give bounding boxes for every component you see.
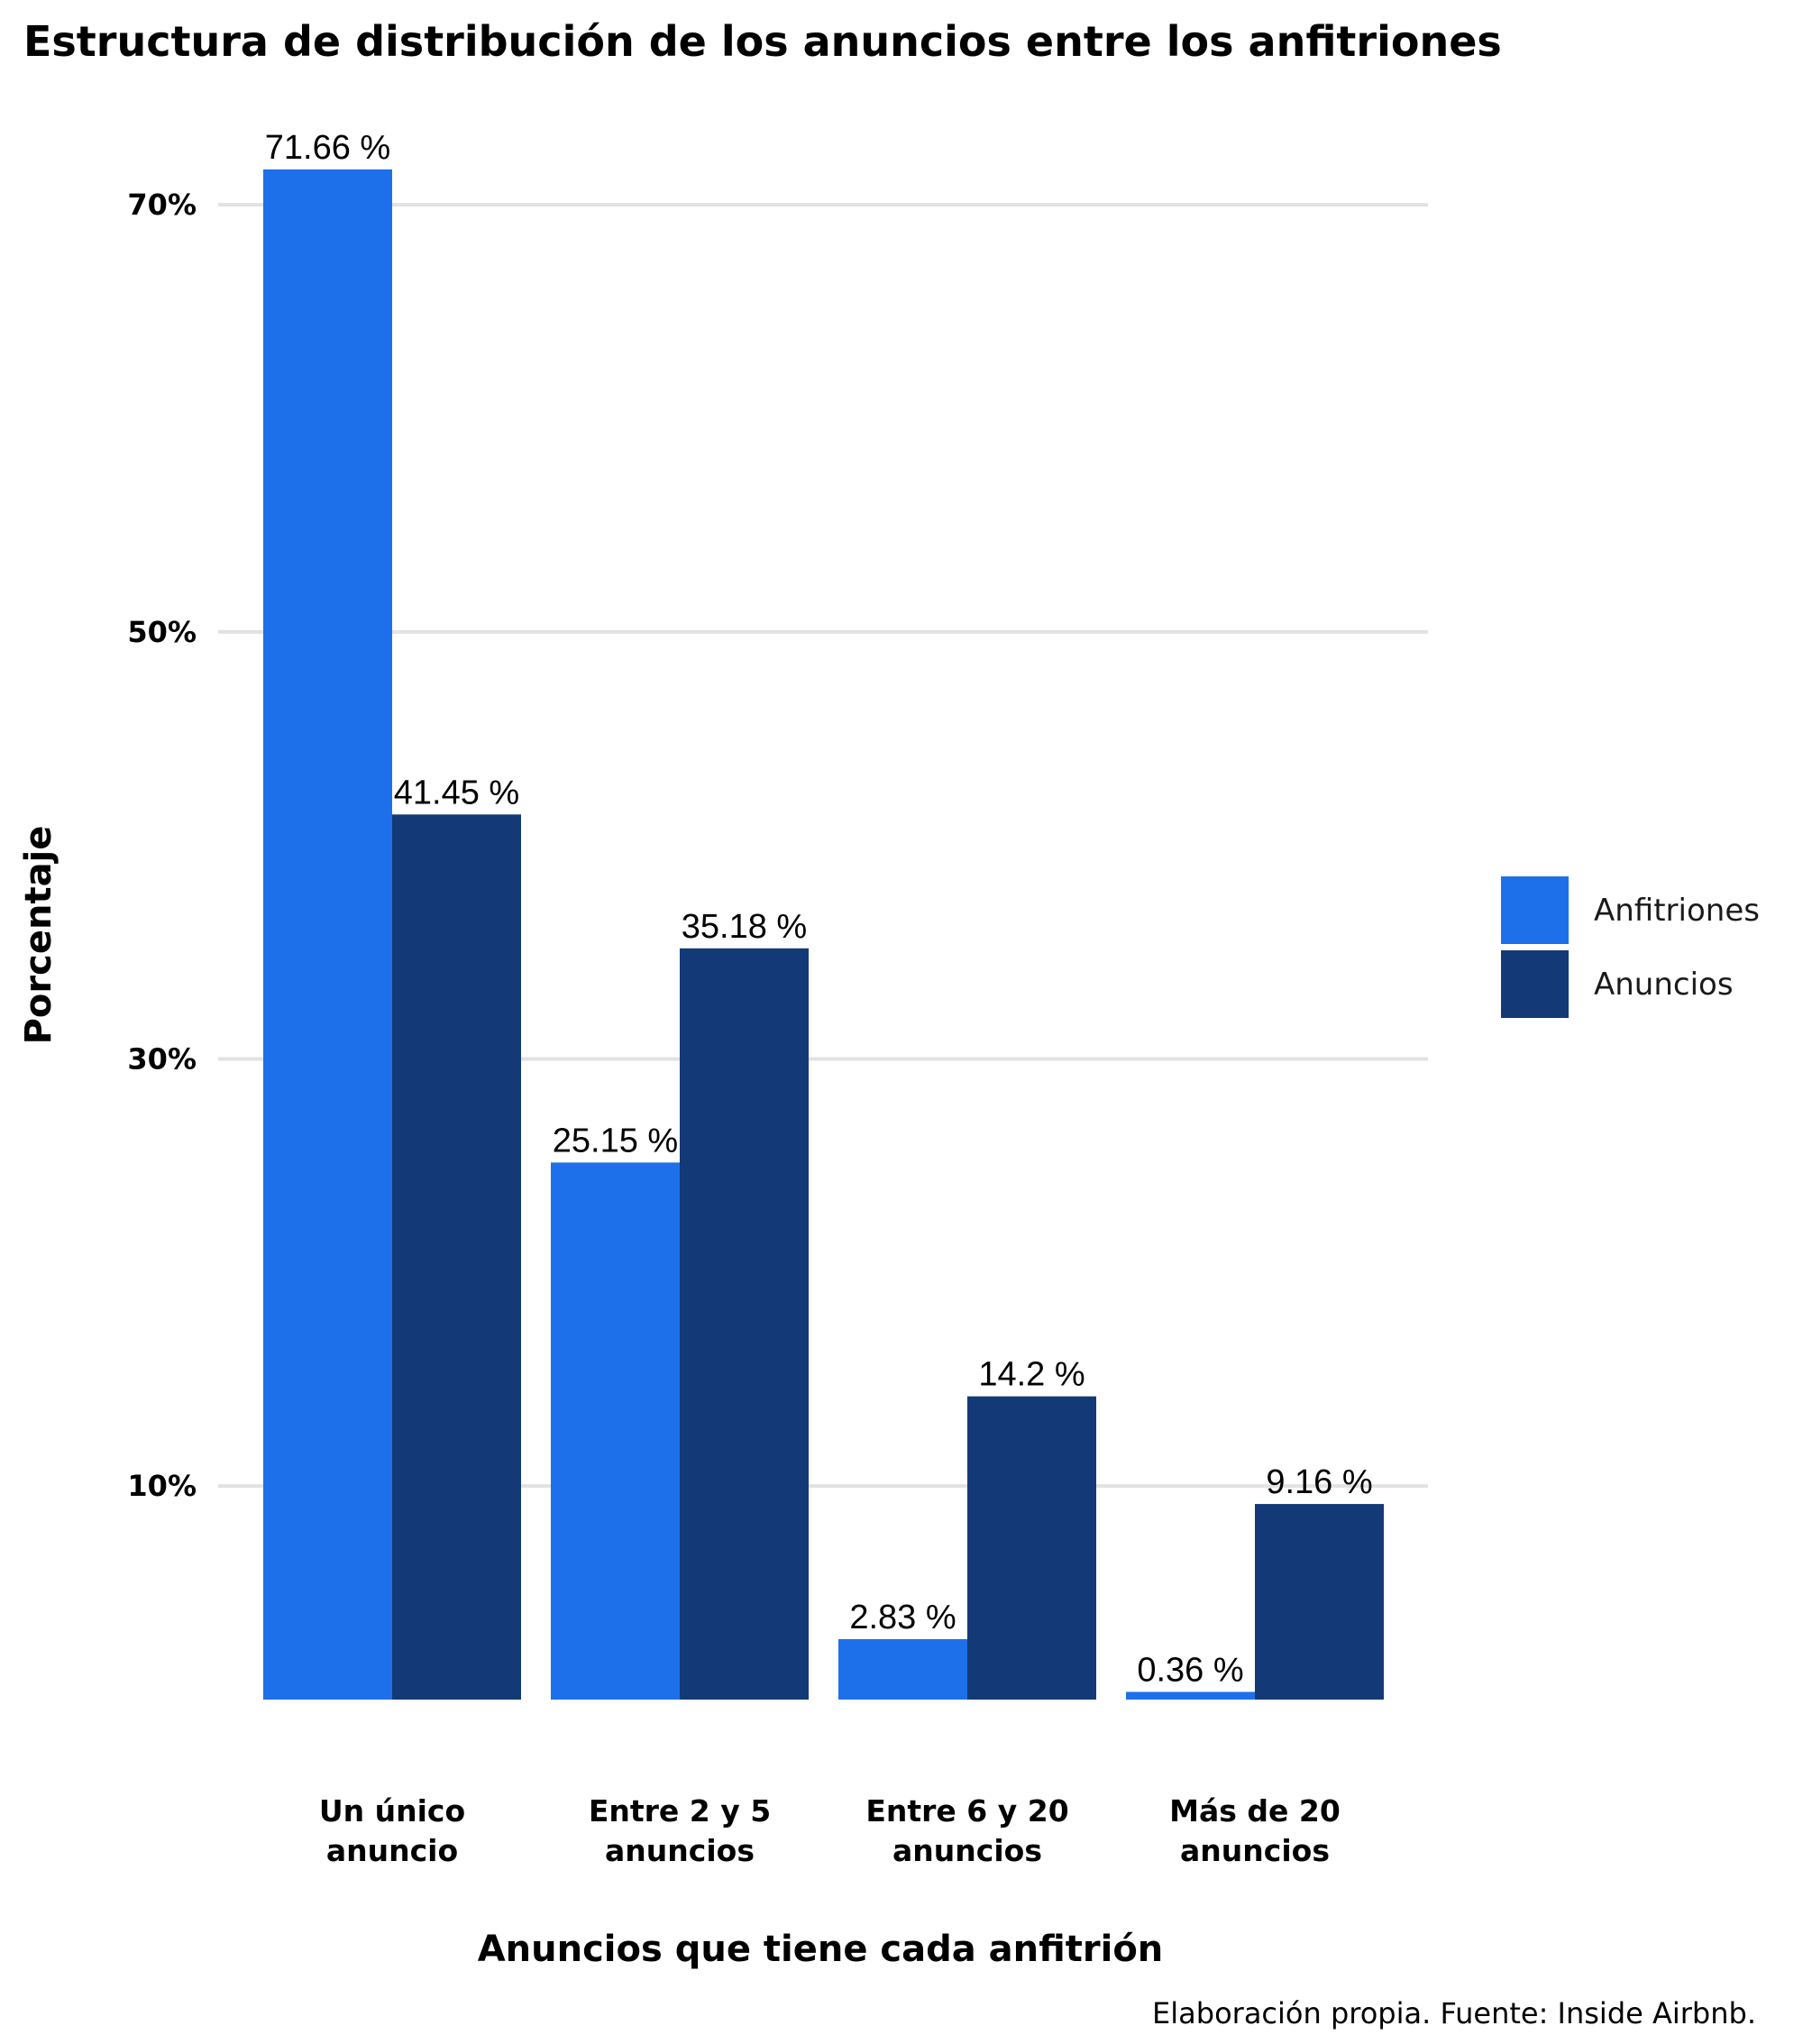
legend-label: Anuncios xyxy=(1594,967,1734,1003)
bar-anuncios xyxy=(680,948,809,1700)
x-axis-ticks: Un único anuncio Entre 2 y 5 anuncios Entre … xyxy=(319,1793,1341,1868)
bar-anfitriones xyxy=(551,1162,680,1700)
data-label: 9.16 % xyxy=(1266,1463,1372,1501)
x-tick-label: anuncios xyxy=(1180,1833,1330,1868)
legend-swatch-anfitriones xyxy=(1501,876,1569,944)
y-tick-label: 70% xyxy=(127,188,197,222)
x-tick-label: Entre 6 y 20 xyxy=(865,1793,1068,1829)
x-tick-label: Un único xyxy=(319,1793,465,1829)
bar-anfitriones xyxy=(838,1638,967,1700)
x-axis-title: Anuncios que tiene cada anfitrión xyxy=(478,1929,1164,1970)
caption: Elaboración propia. Fuente: Inside Airbn… xyxy=(1152,1996,1756,2030)
data-label: 25.15 % xyxy=(553,1122,678,1159)
bar-anfitriones xyxy=(1126,1691,1255,1700)
chart-title: Estructura de distribución de los anunci… xyxy=(23,17,1502,66)
legend-label: Anfitriones xyxy=(1594,893,1760,929)
legend: Anfitriones Anuncios xyxy=(1501,876,1760,1018)
y-tick-label: 30% xyxy=(127,1042,197,1077)
bar-anuncios xyxy=(1255,1504,1384,1700)
y-axis-title: Porcentaje xyxy=(18,826,59,1045)
data-label: 2.83 % xyxy=(849,1599,956,1636)
legend-swatch-anuncios xyxy=(1501,950,1569,1018)
data-label: 71.66 % xyxy=(265,129,390,167)
y-axis-ticks: 10% 30% 50% 70% xyxy=(127,188,197,1503)
x-tick-label: anuncio xyxy=(326,1833,458,1868)
x-tick-label: Más de 20 xyxy=(1169,1793,1341,1829)
x-tick-label: Entre 2 y 5 xyxy=(589,1793,771,1829)
bar-anuncios xyxy=(392,814,521,1700)
data-label: 0.36 % xyxy=(1137,1651,1243,1689)
x-tick-label: anuncios xyxy=(605,1833,755,1868)
x-tick-label: anuncios xyxy=(892,1833,1042,1868)
y-tick-label: 50% xyxy=(127,615,197,649)
y-tick-label: 10% xyxy=(127,1469,197,1503)
data-labels: 71.66 % 41.45 % 25.15 % 35.18 % 2.83 % 14.2 %… xyxy=(265,129,1373,1690)
bars xyxy=(263,169,1384,1700)
bar-anuncios xyxy=(967,1396,1096,1700)
data-label: 41.45 % xyxy=(394,774,519,811)
data-label: 35.18 % xyxy=(682,908,807,946)
bar-anfitriones xyxy=(263,169,392,1700)
data-label: 14.2 % xyxy=(978,1356,1085,1394)
